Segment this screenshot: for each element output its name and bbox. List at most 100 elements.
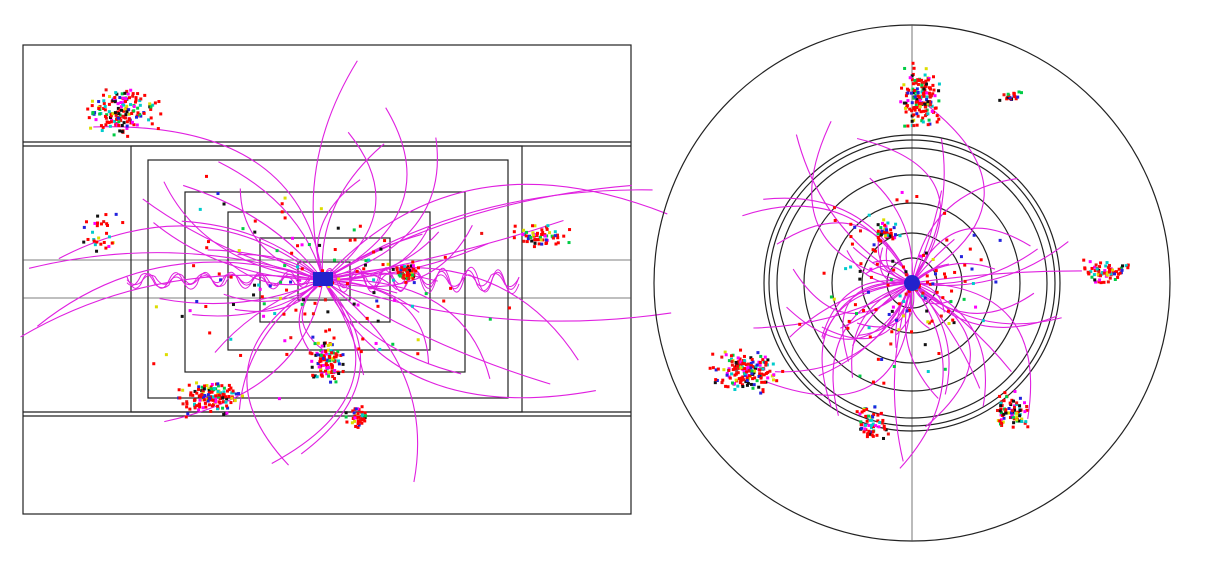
hit xyxy=(879,239,883,243)
hit xyxy=(912,113,916,117)
hit xyxy=(1112,270,1116,274)
hit xyxy=(356,419,360,423)
track xyxy=(911,282,987,407)
hit xyxy=(910,114,914,118)
hit xyxy=(1099,281,1103,285)
hit xyxy=(132,123,136,127)
hit xyxy=(360,413,364,417)
hit xyxy=(1000,421,1004,425)
hit xyxy=(869,275,873,279)
hit xyxy=(93,243,97,247)
hit xyxy=(87,116,91,120)
hit xyxy=(131,94,135,98)
hit xyxy=(526,237,530,241)
hit xyxy=(124,116,128,120)
hit xyxy=(525,230,529,234)
hit xyxy=(289,336,293,340)
hit xyxy=(94,118,98,122)
hit xyxy=(412,281,416,285)
hit xyxy=(901,314,905,318)
hit xyxy=(411,277,415,281)
hit xyxy=(925,82,929,86)
hit xyxy=(316,353,320,357)
track xyxy=(911,282,1035,314)
hit xyxy=(208,331,212,335)
hit xyxy=(320,344,324,348)
hit xyxy=(101,93,105,97)
hit xyxy=(395,266,399,270)
hit xyxy=(136,106,140,110)
hit xyxy=(1107,263,1111,267)
hit xyxy=(540,232,544,236)
hit xyxy=(226,406,230,410)
track xyxy=(322,219,564,281)
hit xyxy=(867,213,871,217)
hit xyxy=(225,397,229,401)
track xyxy=(164,279,324,423)
hit xyxy=(1018,409,1022,413)
hit xyxy=(902,83,906,87)
detector-ring xyxy=(768,139,1056,427)
hit xyxy=(929,94,933,98)
hit xyxy=(488,317,492,321)
hit xyxy=(917,78,921,82)
hit xyxy=(298,278,302,282)
hit xyxy=(752,371,756,375)
hit xyxy=(1019,91,1023,95)
hit xyxy=(320,374,324,378)
hit xyxy=(108,95,112,99)
hit xyxy=(198,405,202,409)
hit xyxy=(755,379,759,383)
hit xyxy=(914,90,918,94)
hit xyxy=(328,328,332,332)
hit xyxy=(1106,280,1110,284)
hit xyxy=(408,268,412,272)
hit xyxy=(217,395,221,399)
hit xyxy=(1119,266,1123,270)
hit xyxy=(123,91,127,95)
hit xyxy=(407,266,411,270)
hit xyxy=(822,271,826,275)
hit xyxy=(900,86,904,90)
hit xyxy=(233,399,237,403)
hit xyxy=(180,314,184,318)
hit xyxy=(858,374,862,378)
hit xyxy=(908,76,912,80)
hit xyxy=(974,305,978,309)
hit xyxy=(531,233,535,237)
view-frame xyxy=(22,44,632,515)
hit xyxy=(127,112,131,116)
hit xyxy=(739,348,743,352)
hit xyxy=(1096,272,1100,276)
hit xyxy=(925,98,929,102)
hit xyxy=(125,126,129,130)
hit xyxy=(307,243,311,247)
hit xyxy=(300,267,304,271)
track xyxy=(322,279,491,379)
hit xyxy=(125,124,129,128)
hit xyxy=(311,335,315,339)
hit xyxy=(328,352,332,356)
hit xyxy=(111,98,115,102)
hit xyxy=(764,363,768,367)
hit xyxy=(885,231,889,235)
hit xyxy=(904,94,908,98)
hit xyxy=(231,389,235,393)
hit xyxy=(1102,280,1106,284)
hit xyxy=(153,101,157,105)
hit xyxy=(714,378,718,382)
hit xyxy=(117,120,121,124)
hit xyxy=(322,344,326,348)
hit xyxy=(273,312,277,316)
hit xyxy=(883,223,887,227)
hit xyxy=(922,80,926,84)
track xyxy=(271,279,357,464)
hit xyxy=(945,238,949,242)
hit xyxy=(319,369,323,373)
hit xyxy=(1099,261,1103,265)
hit xyxy=(736,366,740,370)
hit xyxy=(872,243,876,247)
hit xyxy=(104,213,108,217)
hit xyxy=(935,114,939,118)
hit xyxy=(923,102,927,106)
